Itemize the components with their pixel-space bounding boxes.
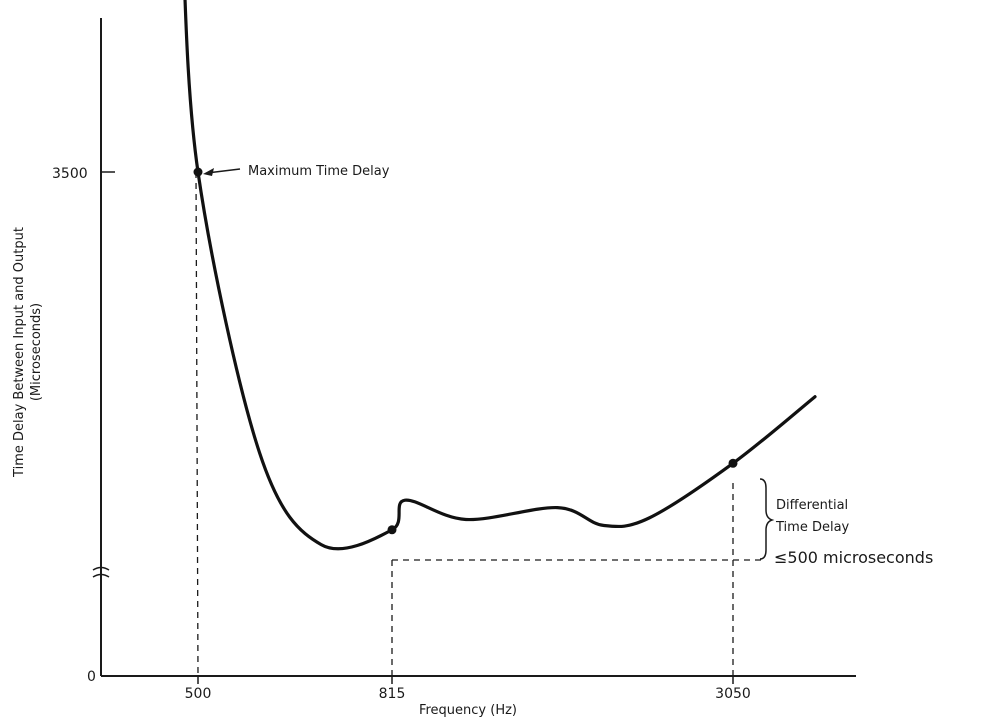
- y-axis-title: Time Delay Between Input and Output: [12, 227, 27, 478]
- guide-vertical-500: [195, 171, 199, 677]
- differential-brace: [759, 478, 775, 560]
- x-tick-label-3050: 3050: [715, 686, 751, 702]
- data-point-marker-3050: [728, 458, 738, 468]
- x-tick-label-500: 500: [185, 686, 212, 702]
- y-tick-label-3500: 3500: [52, 166, 88, 182]
- series-line-time-delay: [183, 0, 817, 551]
- x-tick-label-815: 815: [379, 686, 406, 702]
- differential-label-line2: Time Delay: [775, 520, 850, 535]
- x-axis-title: Frequency (Hz): [419, 703, 517, 717]
- differential-limit-label: ≤500 microseconds: [774, 548, 933, 567]
- y-axis-units: (Microseconds): [29, 303, 44, 401]
- differential-label-line1: Differential: [776, 498, 848, 513]
- data-point-marker-815: [387, 525, 397, 535]
- data-point-marker-500: [193, 167, 203, 177]
- data-markers: [193, 167, 738, 535]
- y-axis-break-mark: [92, 566, 110, 578]
- max-delay-label: Maximum Time Delay: [248, 164, 390, 179]
- y-tick-label-0: 0: [87, 669, 96, 685]
- max-delay-arrow-head: [203, 168, 214, 176]
